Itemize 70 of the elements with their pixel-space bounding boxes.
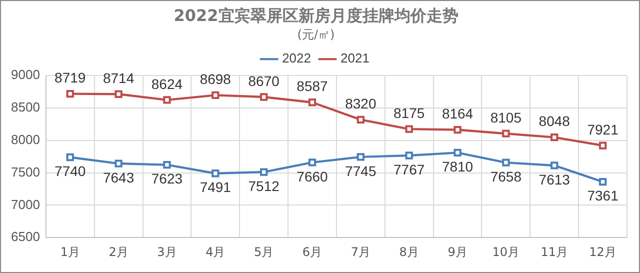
data-label: 7660 [296,168,328,184]
data-label: 8698 [200,71,232,88]
point [212,91,220,99]
point [66,153,74,162]
y-tick-label: 6500 [11,229,40,244]
y-tick-label: 8500 [11,100,40,115]
x-tick-label: 9月 [448,244,468,259]
data-label: 8587 [296,78,328,94]
x-tick-label: 12月 [589,244,616,259]
point [598,178,607,186]
x-tick-label: 7月 [350,244,370,259]
x-tick-label: 3月 [157,244,177,259]
x-tick-label: 8月 [399,244,419,259]
data-label: 7658 [490,168,522,184]
data-label: 7740 [54,163,86,180]
point [260,168,268,176]
point [356,153,364,161]
point [66,90,74,98]
point [550,133,558,142]
point [550,162,558,170]
point [308,98,316,106]
point [260,93,268,101]
point [454,126,462,134]
data-label: 7512 [248,178,280,194]
data-label: 8164 [442,106,474,122]
data-label: 8719 [54,70,86,86]
y-tick-label: 7000 [11,196,40,212]
data-label: 8175 [394,104,425,121]
x-tick-label: 5月 [254,244,274,259]
data-label: 7767 [394,161,425,178]
x-tick-label: 6月 [302,244,322,259]
point [598,142,607,150]
data-label: 8105 [490,109,522,126]
x-tick-label: 4月 [206,244,226,259]
data-label: 7361 [587,188,619,204]
x-tick-label: 2月 [108,244,128,259]
chart-subtitle: (元/㎡) [297,28,335,42]
data-label: 8320 [345,96,376,112]
point [114,90,122,98]
point [308,158,316,166]
data-label: 7745 [345,162,376,179]
point [405,125,413,133]
y-tick-label: 7500 [11,164,40,180]
point [163,161,171,169]
legend-label: 2022 [282,50,311,66]
data-label: 8624 [151,76,183,92]
chart-title: 2022宜宾翠屏区新房月度挂牌均价走势 [174,6,458,25]
data-label: 8670 [248,72,280,89]
data-label: 8714 [102,70,134,86]
point [502,130,510,138]
data-label: 7643 [102,169,134,186]
point [405,152,413,160]
data-label: 8048 [538,113,570,130]
data-label: 7613 [538,171,570,188]
x-tick-label: 11月 [540,244,568,259]
point [212,170,220,178]
data-label: 7491 [200,179,232,196]
x-tick-label: 1月 [60,244,80,259]
point [163,96,171,104]
data-label: 7921 [587,121,619,138]
point [502,158,510,166]
x-tick-label: 10月 [492,244,520,259]
point [454,148,462,157]
data-label: 7810 [442,158,474,175]
y-tick-label: 9000 [11,67,40,82]
y-tick-label: 8000 [11,132,40,147]
legend-label: 2021 [340,50,370,66]
data-label: 7623 [151,170,183,187]
point [356,116,364,124]
point [114,160,122,168]
